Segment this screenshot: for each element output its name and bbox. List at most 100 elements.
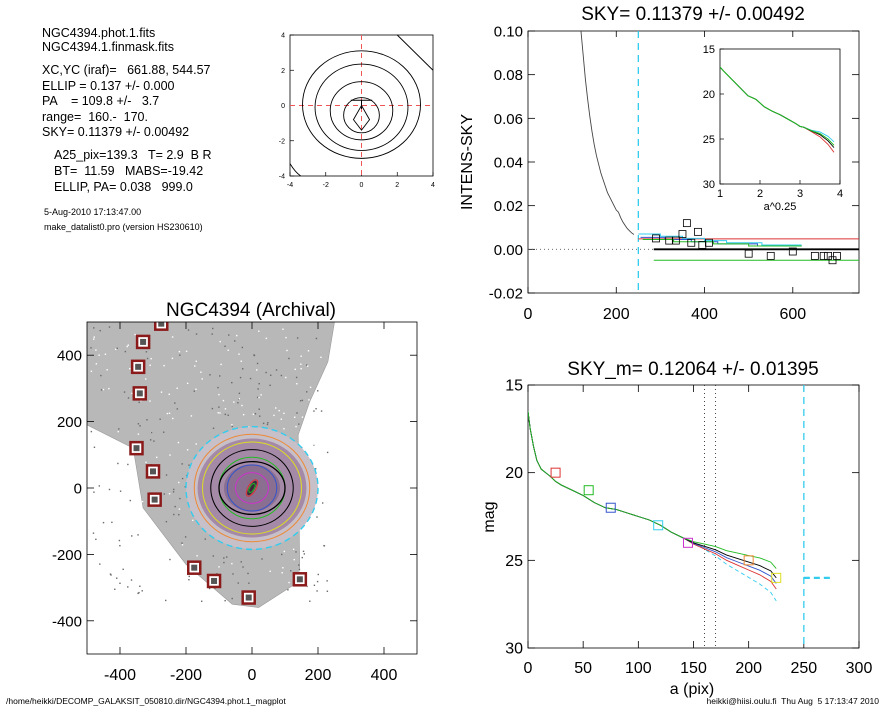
galaxy-speckle: [312, 418, 315, 420]
galaxy-speckle: [178, 508, 181, 510]
galaxy-speckle: [160, 391, 163, 393]
galaxy-speckle: [149, 364, 151, 366]
galaxy-speckle: [179, 354, 181, 356]
info-range: range= 160.- 170.: [42, 110, 148, 124]
mag-ytick-label: 15: [505, 378, 523, 395]
mag-profile-title: SKY_m= 0.12064 +/- 0.01395: [567, 359, 818, 380]
galaxy-speckle: [293, 416, 296, 418]
sky-profile-title: SKY= 0.11379 +/- 0.00492: [581, 4, 805, 25]
sky-step-line: [638, 233, 802, 246]
galaxy-speckle: [200, 371, 202, 373]
galaxy-speckle: [298, 423, 300, 425]
galaxy-speckle: [240, 561, 242, 563]
mag-profile-blue: [528, 411, 777, 584]
galaxy-speckle: [90, 430, 93, 433]
contour-xtick-label: -4: [287, 182, 293, 189]
galaxy-speckle: [173, 513, 175, 516]
info-ellip-pa: ELLIP, PA= 0.038 999.0: [54, 180, 193, 194]
galaxy-speckle: [153, 440, 155, 442]
sky-ytick-label: 0.10: [494, 24, 523, 41]
galaxy-speckle: [99, 563, 101, 565]
galaxy-speckle: [93, 336, 95, 338]
galaxy-speckle: [218, 393, 220, 396]
mag-profile-marker: [605, 502, 616, 513]
galaxy-ytick-label: -200: [52, 547, 82, 564]
sky-inset-marks: [720, 66, 835, 153]
inset-xtick-label: 1: [717, 188, 723, 200]
galaxy-speckle: [171, 357, 174, 360]
galaxy-speckle: [260, 394, 262, 396]
galaxy-speckle: [139, 535, 141, 537]
galaxy-speckle: [305, 391, 308, 393]
galaxy-isophote: [193, 433, 311, 543]
galaxy-speckle: [98, 448, 100, 451]
galaxy-speckle: [137, 534, 139, 536]
galaxy-speckle: [136, 594, 139, 596]
galaxy-speckle: [163, 431, 165, 433]
galaxy-speckle: [211, 407, 214, 410]
contour-ring: [329, 81, 394, 141]
galaxy-speckle: [195, 388, 197, 390]
galaxy-speckle: [315, 468, 317, 470]
galaxy-speckle: [104, 353, 107, 355]
galaxy-speckle: [316, 590, 318, 592]
inset-ytick-label: 25: [703, 134, 715, 146]
galaxy-speckle: [283, 412, 285, 415]
galaxy-speckle: [217, 386, 219, 389]
mag-xtick-label: 250: [790, 660, 817, 677]
galaxy-speckle: [231, 562, 233, 565]
galaxy-speckle: [248, 582, 250, 584]
galaxy-speckle: [224, 345, 226, 348]
galaxy-speckle: [150, 357, 152, 360]
galaxy-speckle: [308, 585, 310, 588]
sky-profile-ticks: 0 200 400 600 -0.02 0.00 0.02 0.04 0.06 0.08 0.10: [489, 24, 859, 323]
galaxy-speckle: [187, 329, 190, 331]
galaxy-speckle: [296, 383, 298, 385]
galaxy-speckle: [124, 350, 127, 353]
galaxy-ytick-label: -400: [52, 613, 82, 630]
galaxy-speckle: [185, 350, 188, 353]
galaxy-speckle: [95, 349, 97, 351]
galaxy-speckle: [313, 444, 315, 446]
galaxy-speckle: [102, 388, 105, 391]
galaxy-speckle: [239, 376, 242, 379]
galaxy-speckle: [181, 477, 184, 480]
contour-ytick-label: -4: [279, 174, 285, 181]
galaxy-speckle: [326, 451, 329, 454]
galaxy-speckle: [265, 337, 268, 340]
galaxy-speckle: [313, 584, 316, 587]
galaxy-speckle: [165, 520, 168, 523]
galaxy-speckle: [110, 574, 112, 576]
galaxy-speckle: [323, 545, 326, 547]
galaxy-speckle: [232, 573, 234, 575]
galaxy-speckle: [288, 357, 290, 360]
galaxy-speckle: [111, 584, 113, 587]
galaxy-speckle: [176, 408, 179, 410]
galaxy-speckle: [280, 374, 283, 377]
mag-ytick-label: 25: [505, 553, 523, 570]
galaxy-speckle: [116, 347, 118, 350]
galaxy-title: NGC4394 (Archival): [166, 300, 336, 321]
galaxy-speckle: [301, 399, 304, 402]
mag-profile-marker: [743, 555, 754, 566]
sky-point: [682, 219, 691, 228]
galaxy-speckle: [95, 363, 98, 365]
galaxy-speckle: [138, 591, 140, 594]
galaxy-speckle: [114, 588, 116, 590]
galaxy-speckle: [318, 593, 320, 596]
galaxy-isophote: [202, 441, 302, 535]
sky-point: [819, 251, 828, 260]
mag-ytick-label: 20: [505, 465, 523, 482]
galaxy-speckle: [219, 375, 221, 377]
galaxy-speckle: [163, 364, 165, 367]
galaxy-speckle: [140, 582, 142, 584]
sky-ytick-label: 0.06: [494, 111, 523, 128]
galaxy-mask-marker-core: [133, 445, 140, 452]
galaxy-speckle: [231, 424, 233, 426]
galaxy-speckle: [104, 525, 106, 527]
footer-path: /home/heikki/DECOMP_GALAKSIT_050810.dir/…: [6, 696, 286, 706]
galaxy-speckle: [295, 425, 297, 428]
galaxy-speckle: [120, 509, 123, 511]
galaxy-speckle: [280, 418, 283, 420]
galaxy-speckle: [168, 493, 171, 495]
